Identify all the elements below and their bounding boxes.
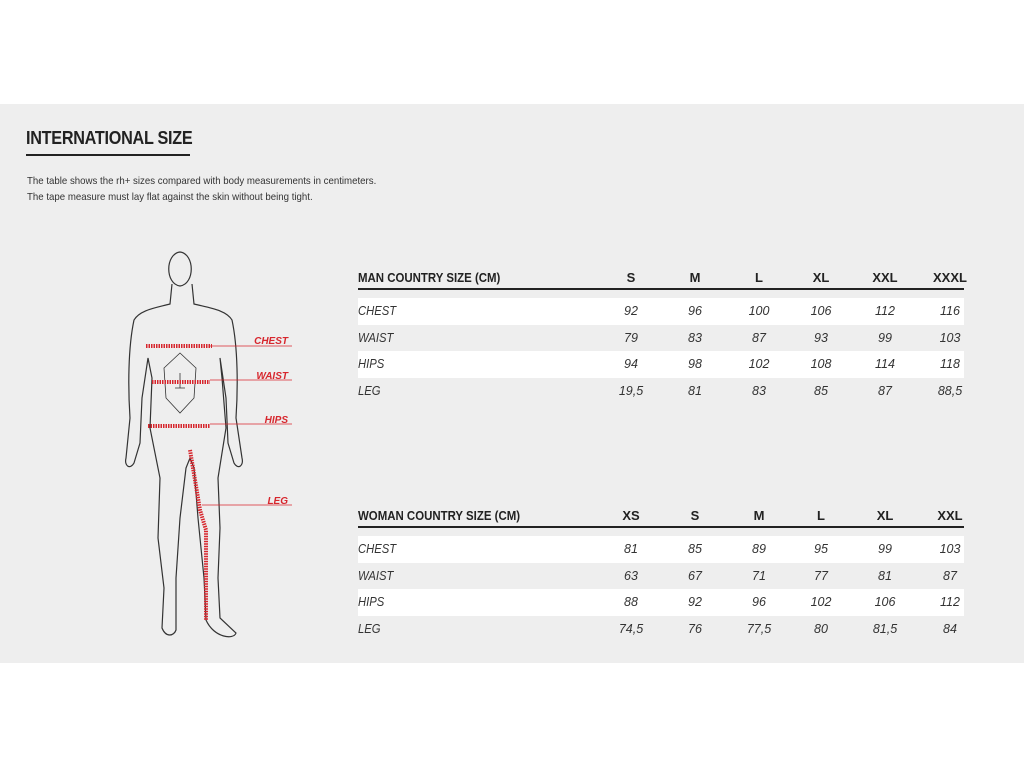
measure-value: 85 [688,542,702,556]
measure-value: 19,5 [618,383,644,398]
measure-value: 77,5 [746,621,772,636]
measure-value: 85 [814,383,828,398]
measure-value: 71 [752,568,766,583]
measure-value: 112 [940,595,960,609]
title-underline [26,154,190,156]
table-row: LEG 19,5 81 83 85 87 88,5 [358,378,964,405]
size-header: XXL [937,508,963,523]
table-row: WAIST 79 83 87 93 99 103 [358,325,964,352]
label-leg: LEG [267,496,288,507]
measure-value: 118 [940,357,960,371]
measure-value: 106 [874,595,896,609]
table-row: CHEST 92 96 100 106 112 116 [358,298,964,325]
size-header: XXXL [933,270,967,285]
size-header: XL [812,270,830,285]
description-line-2: The tape measure must lay flat against t… [27,191,313,203]
table-header: WOMAN COUNTRY SIZE (CM) XS S M L XL XXL [358,504,964,526]
measure-value: 88,5 [937,383,963,398]
measure-value: 81 [624,542,638,556]
table-title: MAN COUNTRY SIZE (CM) [358,270,501,285]
size-header: L [755,270,763,285]
table-row: WAIST 63 67 71 77 81 87 [358,563,964,590]
header-rule [358,526,964,528]
measure-label: WAIST [358,568,394,583]
label-chest: CHEST [254,336,289,347]
measurement-lines [146,344,292,620]
measure-value: 94 [624,357,638,371]
measure-value: 112 [875,304,895,318]
measure-value: 102 [748,357,770,371]
measure-value: 103 [939,330,961,345]
measure-value: 67 [688,568,702,583]
measure-label: CHEST [358,542,397,556]
measure-value: 116 [940,304,960,318]
measure-value: 92 [624,304,638,318]
measure-value: 108 [810,357,832,371]
measure-value: 87 [943,568,957,583]
size-header: XS [622,508,640,523]
header-rule [358,288,964,290]
table-title: WOMAN COUNTRY SIZE (CM) [358,508,521,523]
body-measurement-figure: CHEST WAIST HIPS LEG [125,251,292,638]
measure-value: 92 [688,595,702,609]
measure-value: 106 [810,304,832,318]
measure-value: 95 [814,542,828,556]
measure-value: 87 [878,383,892,398]
size-header: S [626,270,636,285]
measure-label: LEG [358,621,381,636]
man-size-table: MAN COUNTRY SIZE (CM) S M L XL XXL XXXL CHEST 92… [358,266,967,405]
measure-label: HIPS [358,357,385,371]
table-header: MAN COUNTRY SIZE (CM) S M L XL XXL XXXL [358,266,967,288]
size-header: L [817,508,825,523]
measure-value: 74,5 [618,621,644,636]
body-outline [125,251,243,638]
measure-value: 93 [814,330,828,345]
table-row: HIPS 88 92 96 102 106 112 [358,589,964,616]
table-row: LEG 74,5 76 77,5 80 81,5 84 [358,616,964,643]
measure-value: 103 [939,542,961,556]
measure-label: CHEST [358,304,397,318]
measure-label: WAIST [358,330,394,345]
measure-value: 81 [878,568,892,583]
measure-value: 83 [752,383,766,398]
size-header: M [753,508,765,523]
size-header: M [689,270,701,285]
measure-value: 79 [624,330,638,345]
measure-value: 98 [688,357,702,371]
table-row: CHEST 81 85 89 95 99 103 [358,536,964,563]
measure-value: 87 [752,330,766,345]
woman-size-table: WOMAN COUNTRY SIZE (CM) XS S M L XL XXL CHEST 81… [358,504,964,642]
page-title: INTERNATIONAL SIZE [26,128,193,148]
measure-value: 84 [943,621,957,636]
measure-value: 83 [688,330,702,345]
measure-value: 102 [810,595,832,609]
size-header: XXL [872,270,898,285]
measure-label: LEG [358,383,381,398]
measure-value: 76 [688,621,702,636]
measure-value: 96 [752,595,766,609]
measure-value: 96 [688,304,702,318]
measure-value: 114 [875,357,895,371]
measure-value: 80 [814,621,828,636]
measure-value: 81,5 [872,621,898,636]
table-row: HIPS 94 98 102 108 114 118 [358,351,964,378]
measure-value: 100 [748,304,770,318]
measure-value: 77 [814,568,828,583]
measure-value: 99 [878,542,892,556]
description-line-1: The table shows the rh+ sizes compared w… [27,175,377,187]
measure-value: 99 [878,330,892,345]
size-header: XL [876,508,894,523]
measure-value: 88 [624,595,638,609]
label-hips: HIPS [265,415,289,426]
size-header: S [690,508,700,523]
measure-label: HIPS [358,595,385,609]
label-waist: WAIST [256,371,289,382]
measure-value: 81 [688,383,702,398]
measure-value: 89 [752,542,766,556]
measure-value: 63 [624,568,638,583]
